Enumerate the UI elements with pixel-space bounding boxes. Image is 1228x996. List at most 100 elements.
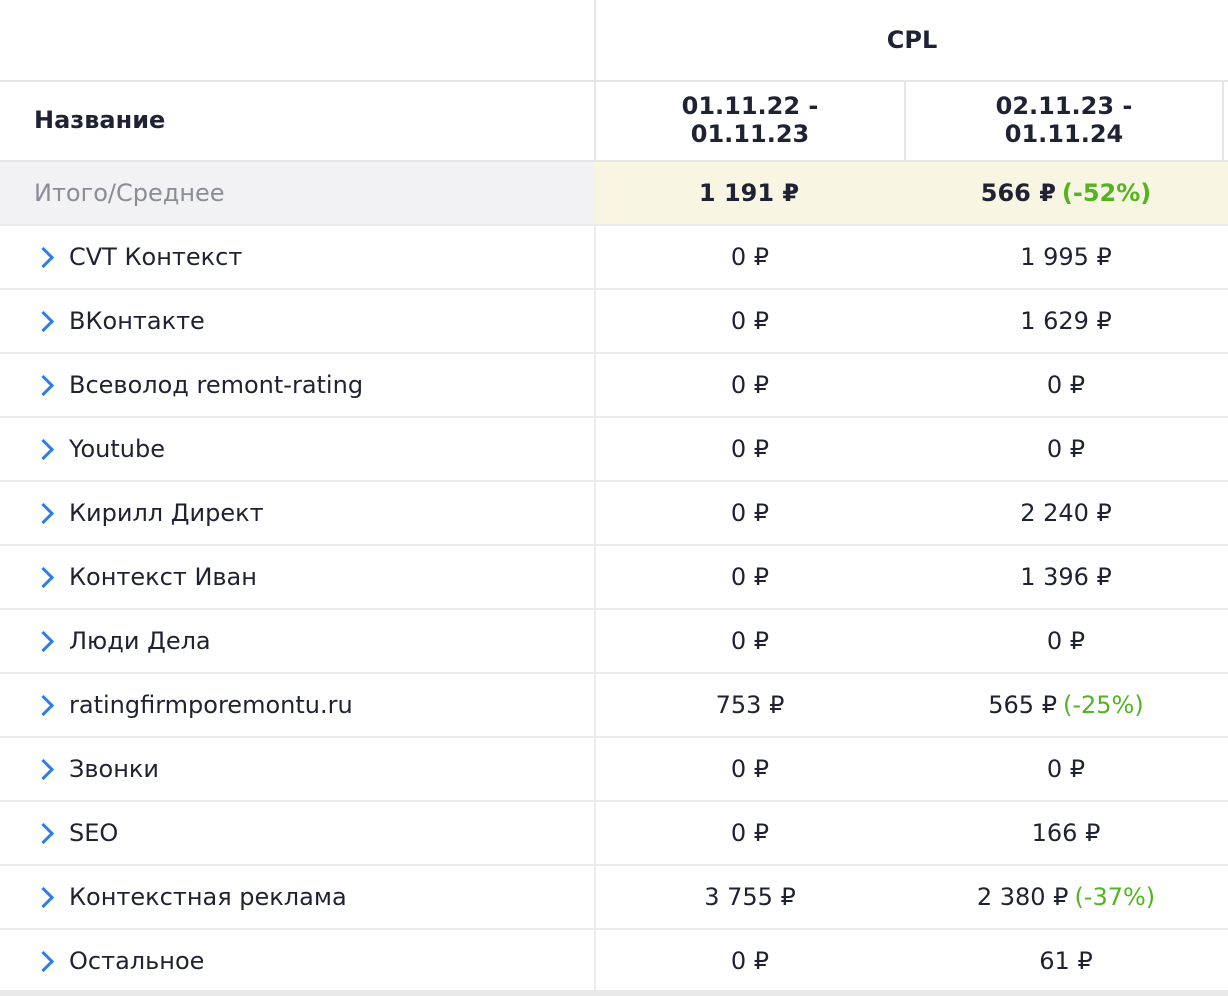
table-row[interactable]: SEO 0 ₽ 166 ₽	[0, 802, 1228, 866]
period1-value: 0 ₽	[594, 546, 904, 608]
table-row[interactable]: CVT Контекст 0 ₽ 1 995 ₽	[0, 226, 1228, 290]
table-row[interactable]: Контекст Иван 0 ₽ 1 396 ₽	[0, 546, 1228, 610]
header-blank-cell	[0, 0, 594, 80]
chevron-right-icon[interactable]	[32, 246, 55, 268]
total-label: Итого/Среднее	[0, 162, 594, 224]
row-name-label: SEO	[69, 819, 119, 847]
period2-delta: (-37%)	[1074, 883, 1156, 911]
total-values: 1 191 ₽ 566 ₽ (-52%)	[594, 162, 1228, 224]
period2-cell: 2 380 ₽ (-37%)	[904, 866, 1228, 928]
row-name-cell[interactable]: Кирилл Директ	[0, 482, 594, 544]
table-row[interactable]: Контекстная реклама 3 755 ₽2 380 ₽ (-37%)	[0, 866, 1228, 930]
period1-value: 0 ₽	[594, 738, 904, 800]
period2-value: 1 995 ₽	[1020, 243, 1112, 271]
period2-value: 0 ₽	[1046, 627, 1086, 655]
period2-value: 0 ₽	[1046, 435, 1086, 463]
table-row[interactable]: Звонки 0 ₽ 0 ₽	[0, 738, 1228, 802]
period1-value: 0 ₽	[594, 482, 904, 544]
row-name-cell[interactable]: SEO	[0, 802, 594, 864]
chevron-right-icon[interactable]	[32, 502, 55, 524]
table-row[interactable]: ВКонтакте 0 ₽ 1 629 ₽	[0, 290, 1228, 354]
table-body: Итого/Среднее 1 191 ₽ 566 ₽ (-52%) CVT К…	[0, 162, 1228, 994]
total-period2-delta: (-52%)	[1061, 179, 1152, 207]
total-period2-cell: 566 ₽ (-52%)	[904, 162, 1228, 224]
row-name-cell[interactable]: Контекстная реклама	[0, 866, 594, 928]
row-name-label: ratingfirmporemontu.ru	[69, 691, 353, 719]
period2-end: 01.11.24	[1004, 120, 1124, 148]
period2-delta: (-25%)	[1062, 691, 1144, 719]
table-row[interactable]: Люди Дела 0 ₽ 0 ₽	[0, 610, 1228, 674]
table-header-row: Название 01.11.22 - 01.11.23 02.11.23 - …	[0, 80, 1228, 162]
row-name-cell[interactable]: Люди Дела	[0, 610, 594, 672]
period2-value: 2 380 ₽	[976, 883, 1069, 911]
period2-cell: 0 ₽	[904, 418, 1228, 480]
total-row: Итого/Среднее 1 191 ₽ 566 ₽ (-52%)	[0, 162, 1228, 226]
chevron-right-icon[interactable]	[32, 374, 55, 396]
row-name-cell[interactable]: ratingfirmporemontu.ru	[0, 674, 594, 736]
chevron-right-icon[interactable]	[32, 694, 55, 716]
row-name-cell[interactable]: Контекст Иван	[0, 546, 594, 608]
table-row[interactable]: Остальное 0 ₽ 61 ₽	[0, 930, 1228, 994]
chevron-right-icon[interactable]	[32, 566, 55, 588]
period2-value: 2 240 ₽	[1020, 499, 1112, 527]
row-name-label: ВКонтакте	[69, 307, 205, 335]
period2-cell: 166 ₽	[904, 802, 1228, 864]
period1-value: 0 ₽	[594, 418, 904, 480]
metric-group-header[interactable]: CPL	[594, 0, 1228, 80]
chevron-right-icon[interactable]	[32, 822, 55, 844]
table-header-group-row: CPL	[0, 0, 1228, 82]
chevron-right-icon[interactable]	[32, 630, 55, 652]
row-name-cell[interactable]: Остальное	[0, 930, 594, 992]
period2-value: 1 396 ₽	[1020, 563, 1112, 591]
period2-value: 0 ₽	[1046, 755, 1086, 783]
period1-end: 01.11.23	[690, 120, 810, 148]
period1-value: 0 ₽	[594, 802, 904, 864]
period2-column-header[interactable]: 02.11.23 - 01.11.24	[904, 80, 1224, 160]
period2-cell: 1 995 ₽	[904, 226, 1228, 288]
row-name-label: Остальное	[69, 947, 205, 975]
row-name-cell[interactable]: Звонки	[0, 738, 594, 800]
period2-cell: 0 ₽	[904, 354, 1228, 416]
table-row[interactable]: ratingfirmporemontu.ru 753 ₽ 565 ₽ (-25%)	[0, 674, 1228, 738]
period1-value: 0 ₽	[594, 226, 904, 288]
period1-value: 0 ₽	[594, 930, 904, 992]
period2-value: 565 ₽	[988, 691, 1057, 719]
row-name-label: Всеволод remont-rating	[69, 371, 364, 399]
row-name-cell[interactable]: Youtube	[0, 418, 594, 480]
chevron-right-icon[interactable]	[32, 758, 55, 780]
period2-cell: 61 ₽	[904, 930, 1228, 992]
table-row[interactable]: Youtube 0 ₽ 0 ₽	[0, 418, 1228, 482]
chevron-right-icon[interactable]	[32, 950, 55, 972]
period2-start: 02.11.23 -	[995, 92, 1133, 120]
row-name-label: Звонки	[69, 755, 159, 783]
row-name-label: CVT Контекст	[69, 243, 243, 271]
period2-cell: 1 396 ₽	[904, 546, 1228, 608]
period2-cell: 0 ₽	[904, 610, 1228, 672]
row-name-cell[interactable]: CVT Контекст	[0, 226, 594, 288]
period2-cell: 2 240 ₽	[904, 482, 1228, 544]
period2-value: 0 ₽	[1046, 371, 1086, 399]
total-period2-value: 566 ₽	[980, 179, 1056, 207]
period1-column-header[interactable]: 01.11.22 - 01.11.23	[594, 80, 904, 160]
period2-value: 1 629 ₽	[1020, 307, 1112, 335]
row-name-label: Контекстная реклама	[69, 883, 347, 911]
period2-value: 166 ₽	[1031, 819, 1101, 847]
period1-value: 753 ₽	[594, 674, 904, 736]
table-row[interactable]: Кирилл Директ 0 ₽ 2 240 ₽	[0, 482, 1228, 546]
chevron-right-icon[interactable]	[32, 438, 55, 460]
period1-value: 0 ₽	[594, 354, 904, 416]
table-row[interactable]: Всеволод remont-rating 0 ₽ 0 ₽	[0, 354, 1228, 418]
row-name-label: Люди Дела	[69, 627, 211, 655]
name-column-header[interactable]: Название	[34, 106, 166, 134]
period1-value: 3 755 ₽	[594, 866, 904, 928]
chevron-right-icon[interactable]	[32, 310, 55, 332]
row-name-label: Контекст Иван	[69, 563, 257, 591]
period2-cell: 1 629 ₽	[904, 290, 1228, 352]
row-name-cell[interactable]: Всеволод remont-rating	[0, 354, 594, 416]
period2-cell: 0 ₽	[904, 738, 1228, 800]
table-bottom-border	[0, 990, 1228, 996]
row-name-cell[interactable]: ВКонтакте	[0, 290, 594, 352]
chevron-right-icon[interactable]	[32, 886, 55, 908]
period2-value: 61 ₽	[1039, 947, 1093, 975]
